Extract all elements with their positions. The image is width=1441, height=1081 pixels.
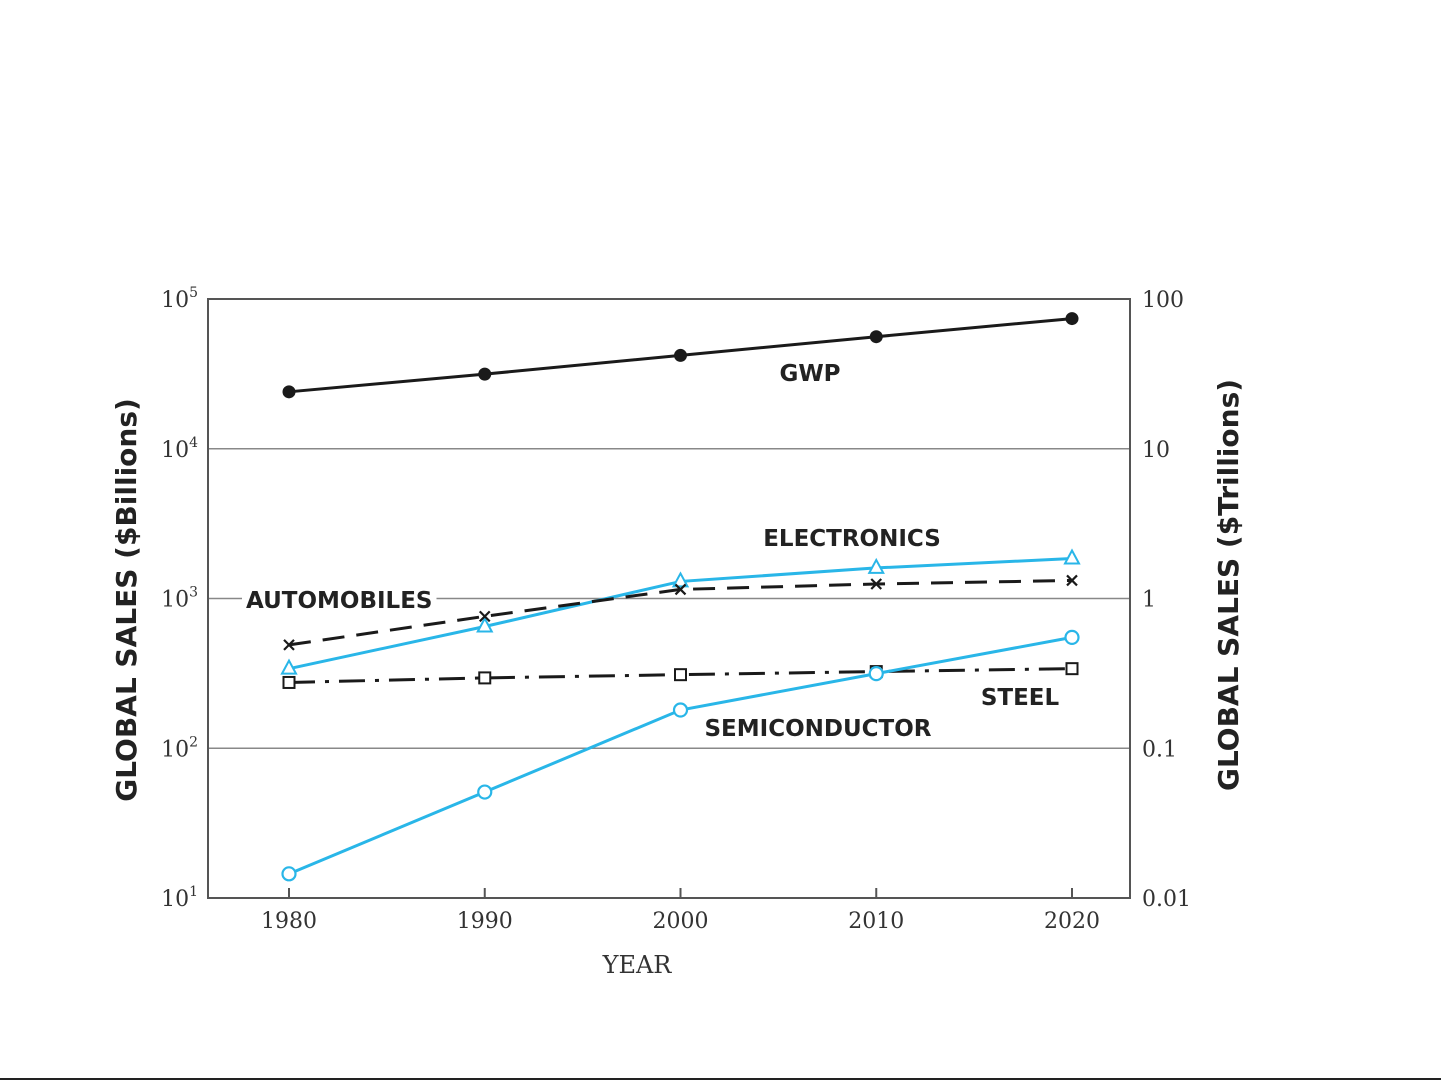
data-point	[867, 557, 885, 574]
series-line	[288, 667, 1073, 684]
series-labels: GWP ELECTRONICS AUTOMOBILES STEEL SEMICONDUC…	[242, 361, 1060, 742]
data-point	[869, 330, 883, 344]
bottom-border	[0, 1078, 1441, 1080]
x-tick-label: 2020	[1044, 909, 1100, 934]
x-tick-label: 2010	[848, 909, 904, 934]
data-point	[282, 675, 296, 689]
plot-frame	[207, 298, 1131, 899]
label-background	[242, 586, 437, 614]
data-point	[280, 658, 298, 675]
series-group	[280, 312, 1081, 882]
series-label-semiconductor: SEMICONDUCTOR	[704, 716, 931, 742]
y-right-tick-label: 1	[1142, 588, 1156, 613]
series-electronics	[280, 548, 1081, 675]
x-axis: 1980 1990 2000 2010 2020	[261, 888, 1100, 934]
data-point	[674, 348, 687, 362]
data-point	[478, 610, 491, 623]
y-axis-left: 101 102 103 104 105	[161, 285, 198, 912]
x-tick-label: 2000	[653, 909, 709, 934]
data-point	[674, 668, 687, 682]
y-right-tick-label: 0.01	[1142, 887, 1191, 912]
data-point	[1065, 662, 1079, 676]
x-axis-title: YEAR	[602, 951, 673, 979]
x-tick-label: 1990	[457, 909, 513, 934]
y-axis-right-title: GLOBAL SALES ($Trillions)	[1212, 379, 1245, 791]
series-label-steel: STEEL	[981, 685, 1060, 711]
y-tick-label: 104	[161, 435, 198, 463]
y-tick-label: 101	[161, 884, 198, 912]
y-right-tick-label: 100	[1142, 288, 1184, 313]
series-label-gwp: GWP	[779, 361, 840, 387]
y-axis-left-title: GLOBAL SALES ($Billions)	[110, 398, 143, 802]
data-point	[870, 578, 883, 590]
series-label-automobiles: AUTOMOBILES	[246, 588, 432, 614]
data-point	[672, 702, 689, 718]
data-point	[478, 671, 492, 685]
data-point	[476, 616, 494, 633]
data-point	[282, 385, 296, 399]
series-automobiles	[283, 574, 1078, 651]
data-point	[281, 866, 297, 882]
series-steel	[282, 662, 1079, 689]
y-right-tick-label: 10	[1142, 438, 1170, 463]
data-point	[1065, 312, 1079, 326]
series-label-electronics: ELECTRONICS	[763, 526, 941, 552]
y-axis-right: 0.01 0.1 1 10 100	[1142, 288, 1191, 912]
series-semiconductor	[281, 629, 1080, 882]
data-point	[477, 784, 493, 800]
x-tick-label: 1980	[261, 909, 317, 934]
series-gwp	[282, 312, 1079, 399]
y-tick-label: 105	[161, 285, 198, 313]
y-tick-label: 102	[161, 734, 198, 762]
data-point	[868, 666, 884, 682]
data-point	[1063, 548, 1081, 565]
data-point	[283, 639, 295, 651]
data-point	[1064, 629, 1080, 645]
y-right-tick-label: 0.1	[1142, 737, 1177, 762]
data-point	[478, 367, 492, 381]
data-point	[674, 583, 687, 596]
data-point	[1066, 574, 1078, 587]
y-tick-label: 103	[161, 585, 198, 613]
data-point	[671, 571, 690, 588]
